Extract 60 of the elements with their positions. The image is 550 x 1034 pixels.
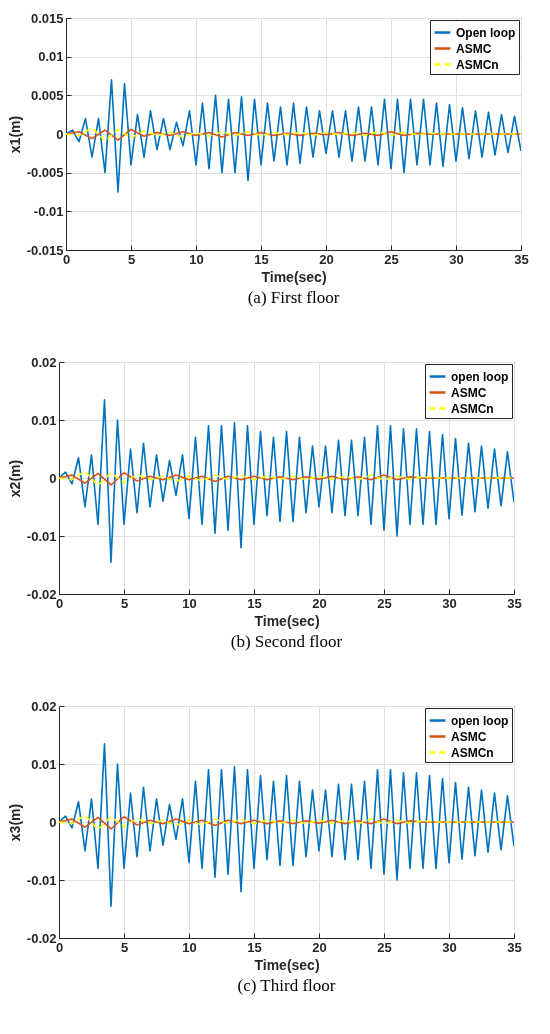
- y-axis-title: x2(m): [6, 459, 23, 498]
- x-tick-label: 30: [442, 939, 457, 955]
- legend-label: Open loop: [456, 25, 516, 40]
- x-tick-label: 10: [182, 595, 197, 611]
- line-series: [66, 79, 521, 193]
- y-tick-label: -0.01: [33, 203, 64, 219]
- y-tick-label: -0.015: [26, 242, 64, 258]
- legend-label: open loop: [451, 369, 509, 384]
- x-tick-label: 25: [377, 939, 392, 955]
- y-tick-label: 0.01: [38, 49, 64, 65]
- y-tick-label: 0: [49, 814, 57, 830]
- x-axis-title: Time(sec): [254, 612, 320, 629]
- x-tick-label: 10: [189, 251, 204, 267]
- text: (b) Second floor: [230, 632, 343, 651]
- x-tick-label: 25: [384, 251, 399, 267]
- x-tick-label: 5: [120, 939, 129, 955]
- y-tick-label: 0.02: [31, 698, 57, 714]
- legend-label: ASMC: [451, 385, 487, 400]
- x-tick-label: 5: [127, 251, 136, 267]
- x-tick-label: 5: [120, 595, 129, 611]
- x-tick-label: 15: [247, 939, 262, 955]
- x-axis-title: Time(sec): [261, 268, 327, 285]
- x-tick-label: 25: [377, 595, 392, 611]
- y-tick-label: -0.01: [26, 872, 57, 888]
- y-tick-label: 0: [49, 470, 57, 486]
- legend-label: open loop: [451, 713, 509, 728]
- y-tick-label: 0.01: [31, 756, 57, 772]
- x-tick-label: 35: [514, 251, 529, 267]
- y-tick-label: -0.02: [26, 930, 57, 946]
- y-tick-label: 0.015: [30, 10, 64, 26]
- x-axis-title: Time(sec): [254, 956, 320, 973]
- x-tick-label: 20: [312, 939, 327, 955]
- line-series: [59, 398, 514, 563]
- y-tick-label: 0.01: [31, 412, 57, 428]
- x-tick-label: 30: [442, 595, 457, 611]
- y-tick-label: -0.005: [26, 165, 64, 181]
- y-tick-label: 0: [56, 126, 64, 142]
- y-tick-label: 0.02: [31, 354, 57, 370]
- x-tick-label: 35: [507, 939, 522, 955]
- x-tick-label: 30: [449, 251, 464, 267]
- y-tick-label: -0.02: [26, 586, 57, 602]
- legend-label: ASMCn: [456, 57, 499, 72]
- x-tick-label: 15: [247, 595, 262, 611]
- line-series: [66, 128, 521, 141]
- line-series: [59, 742, 514, 907]
- legend-label: ASMCn: [451, 745, 494, 760]
- legend-label: ASMC: [451, 729, 487, 744]
- text: (a) First floor: [247, 288, 340, 307]
- legend-label: ASMC: [456, 41, 492, 56]
- text: (c) Third floor: [237, 976, 336, 995]
- y-axis-title: x3(m): [6, 803, 23, 842]
- x-tick-label: 15: [254, 251, 269, 267]
- x-tick-label: 35: [507, 595, 522, 611]
- x-tick-label: 20: [312, 595, 327, 611]
- legend-label: ASMCn: [451, 401, 494, 416]
- y-axis-title: x1(m): [6, 115, 23, 154]
- y-tick-label: -0.01: [26, 528, 57, 544]
- x-tick-label: 20: [319, 251, 334, 267]
- x-tick-label: 10: [182, 939, 197, 955]
- y-tick-label: 0.005: [30, 87, 64, 103]
